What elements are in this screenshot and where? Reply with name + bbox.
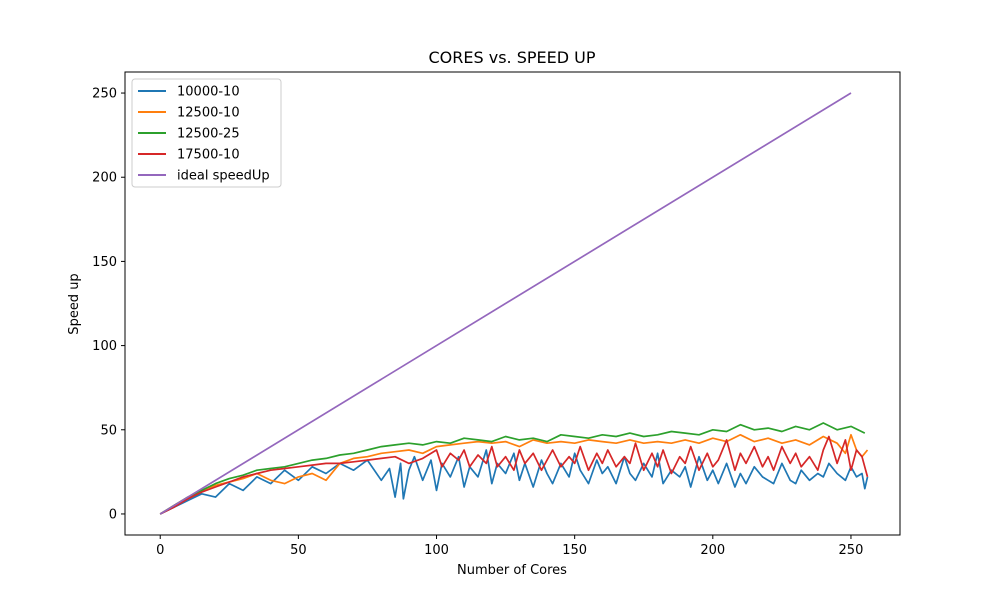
x-axis-label: Number of Cores bbox=[457, 563, 567, 578]
x-tick-label: 200 bbox=[700, 543, 725, 558]
legend-label: 10000-10 bbox=[177, 85, 240, 100]
y-tick-label: 50 bbox=[100, 423, 117, 438]
y-tick-label: 150 bbox=[92, 255, 117, 270]
y-tick-label: 0 bbox=[109, 507, 117, 522]
legend-label: 12500-25 bbox=[177, 127, 240, 142]
x-tick-label: 150 bbox=[562, 543, 587, 558]
plot-area bbox=[124, 71, 901, 536]
series-line-12500-10 bbox=[159, 433, 869, 515]
y-tick-label: 250 bbox=[92, 87, 117, 102]
y-axis: 0 50 100 150 200 250 bbox=[92, 87, 125, 522]
y-tick-label: 200 bbox=[92, 171, 117, 186]
series-line-10000-10 bbox=[159, 449, 869, 515]
x-tick-label: 50 bbox=[290, 543, 307, 558]
chart-title: CORES vs. SPEED UP bbox=[429, 48, 596, 67]
series-line-ideal-speedup bbox=[159, 92, 852, 515]
legend-label: 12500-10 bbox=[177, 106, 240, 121]
x-tick-label: 0 bbox=[156, 543, 164, 558]
x-tick-label: 100 bbox=[424, 543, 449, 558]
series-line-12500-25 bbox=[159, 422, 866, 515]
x-tick-label: 250 bbox=[839, 543, 864, 558]
legend-label: 17500-10 bbox=[177, 148, 240, 163]
y-axis-label: Speed up bbox=[67, 273, 82, 334]
legend-box bbox=[131, 78, 282, 188]
plot-frame bbox=[124, 71, 901, 536]
series-layer bbox=[159, 92, 869, 515]
x-axis: 0 50 100 150 200 250 bbox=[156, 535, 863, 558]
legend: 10000-10 12500-10 12500-25 17500-10 ideal sp… bbox=[131, 78, 282, 188]
y-tick-label: 100 bbox=[92, 339, 117, 354]
series-line-17500-10 bbox=[159, 435, 869, 515]
legend-label: ideal speedUp bbox=[177, 169, 270, 184]
